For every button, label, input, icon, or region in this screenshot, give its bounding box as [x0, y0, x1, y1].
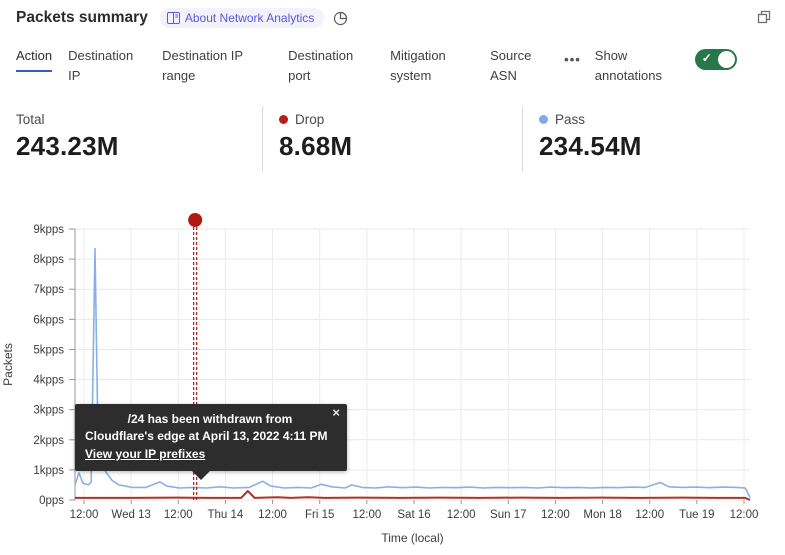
x-tick-label: 12:00	[164, 509, 193, 521]
x-tick-label: Thu 14	[208, 509, 244, 521]
stat-pass: Pass 234.54M	[522, 106, 785, 172]
x-tick-label: Sat 16	[397, 509, 430, 521]
pass-line	[74, 247, 751, 498]
stat-drop-value: 8.68M	[279, 131, 353, 161]
y-tick-label: 3kpps	[33, 405, 64, 417]
y-tick-label: 7kpps	[33, 284, 64, 296]
y-tick-label: 9kpps	[33, 224, 64, 236]
toggle-knob	[717, 51, 735, 68]
y-tick-label: 2kpps	[33, 435, 64, 447]
show-annotations-label: Show annotations	[594, 48, 663, 84]
badge-label: About Network Analytics	[184, 11, 315, 25]
summary-stats: Total 243.23M Drop 8.68M Pass 234.54M	[0, 106, 785, 172]
x-tick-label: 12:00	[541, 509, 570, 521]
tab-destination-ip[interactable]: Destination IP	[68, 48, 134, 84]
x-tick-label: 12:00	[258, 509, 287, 521]
page-title: Packets summary	[16, 9, 148, 26]
y-axis-title: Packets	[1, 343, 15, 386]
tab-destination-ip-range[interactable]: Destination IP range	[162, 48, 243, 84]
drop-legend-dot	[279, 115, 288, 124]
tab-destination-port[interactable]: Destination port	[288, 48, 354, 84]
stat-pass-label: Pass	[555, 112, 586, 127]
annotation-marker-dot[interactable]	[188, 213, 203, 227]
y-tick-label: 5kpps	[33, 344, 64, 356]
stat-drop: Drop 8.68M	[262, 106, 522, 172]
x-tick-label: 12:00	[447, 509, 476, 521]
stat-pass-value: 234.54M	[539, 131, 642, 161]
tab-action[interactable]: Action	[16, 46, 53, 73]
x-tick-label: 12:00	[635, 509, 664, 521]
y-tick-label: 4kpps	[33, 375, 64, 387]
tab-mitigation-system[interactable]: Mitigation system	[390, 48, 446, 84]
x-tick-label: Sun 17	[490, 509, 526, 521]
book-icon	[166, 12, 180, 24]
x-tick-label: Mon 18	[583, 509, 621, 521]
about-network-analytics-badge[interactable]: About Network Analytics	[159, 8, 325, 28]
y-tick-label: 6kpps	[33, 314, 64, 326]
show-annotations-toggle[interactable]: ✓	[694, 49, 737, 70]
x-axis-title: Time (local)	[381, 531, 443, 545]
tab-source-asn[interactable]: Source ASN	[490, 48, 532, 84]
x-tick-label: 12:00	[352, 509, 381, 521]
more-tabs-icon[interactable]: •••	[564, 52, 581, 67]
x-tick-label: Tue 19	[679, 509, 714, 521]
header: Packets summary About Network Analytics	[16, 8, 771, 28]
check-icon: ✓	[701, 51, 712, 65]
x-tick-label: 12:00	[70, 509, 99, 521]
annotation-text-line1: /24 has been withdrawn from	[127, 412, 293, 426]
drop-line	[75, 490, 751, 501]
stat-total-label: Total	[16, 112, 45, 127]
annotation-text-line2: Cloudflare's edge at April 13, 2022 4:11…	[85, 429, 328, 444]
y-tick-label: 1kpps	[33, 465, 64, 477]
x-tick-label: Wed 13	[111, 509, 150, 521]
time-window-icon[interactable]	[333, 11, 348, 26]
stat-total: Total 243.23M	[0, 106, 262, 172]
annotation-tooltip: /24 has been withdrawn from Cloudflare's…	[75, 404, 347, 481]
dimension-tabs: Action Destination IP Destination IP ran…	[16, 46, 771, 86]
packets-time-series-chart: 0pps 1kpps 2kpps 3kpps 4kpps 5kpps 6kpps 7kpps 8…	[0, 210, 785, 555]
tooltip-caret	[192, 471, 210, 481]
view-ip-prefixes-link[interactable]: View your IP prefixes	[85, 446, 206, 461]
chart-canvas[interactable]: 0pps 1kpps 2kpps 3kpps 4kpps 5kpps 6kpps 7kpps 8…	[0, 210, 785, 555]
x-tick-label: 12:00	[730, 509, 759, 521]
close-icon[interactable]: ×	[332, 405, 340, 420]
pass-legend-dot	[539, 115, 548, 124]
popout-icon[interactable]	[757, 10, 771, 24]
x-tick-label: Fri 15	[305, 509, 334, 521]
stat-drop-label: Drop	[295, 112, 325, 127]
stat-total-value: 243.23M	[16, 131, 119, 161]
y-tick-label: 0pps	[39, 495, 64, 507]
y-tick-label: 8kpps	[33, 254, 64, 266]
